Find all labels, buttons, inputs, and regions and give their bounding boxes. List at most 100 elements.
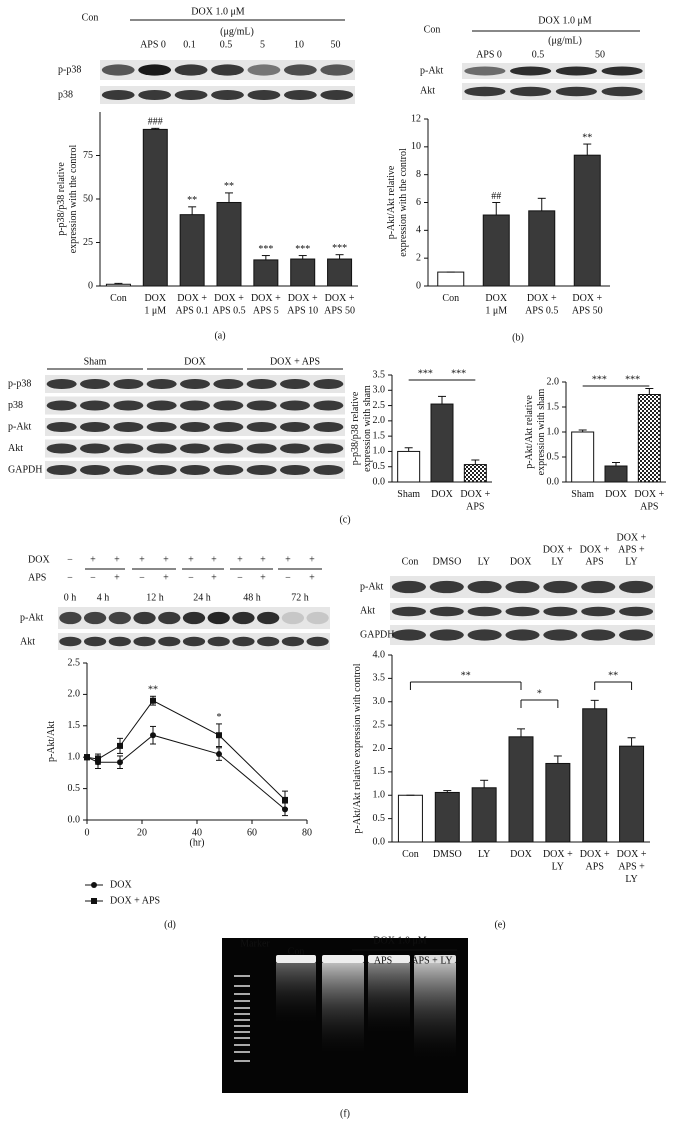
blot-band xyxy=(83,636,107,647)
sign: + xyxy=(163,554,169,565)
error-bar xyxy=(553,755,562,764)
sign: + xyxy=(260,572,266,583)
sign: + xyxy=(90,554,96,565)
x-tick-label: 80 xyxy=(302,827,312,838)
row-label: Akt xyxy=(8,443,23,454)
significance: *** xyxy=(418,368,433,379)
sign: − xyxy=(188,572,194,583)
y-tick-label: 3.0 xyxy=(373,385,386,396)
blot-band xyxy=(158,611,181,625)
blot-band xyxy=(281,636,305,647)
row-label: p-p38 xyxy=(58,64,81,75)
blot-band xyxy=(213,378,244,390)
blot-band xyxy=(211,64,244,76)
gel-smear xyxy=(368,963,410,1033)
y-tick-label: 25 xyxy=(83,237,93,248)
blot-band xyxy=(247,64,281,76)
ladder-band xyxy=(234,1000,250,1002)
significance: *** xyxy=(592,374,607,385)
y-tick-label: 0.0 xyxy=(373,836,386,847)
error-bar xyxy=(612,462,620,466)
x-tick-label: DOX + APS xyxy=(634,489,664,513)
blot-band xyxy=(247,89,281,101)
blot-band xyxy=(101,89,135,101)
x-tick-label: DOX + APS 50 xyxy=(324,293,355,317)
blot-band xyxy=(46,378,77,390)
sign: + xyxy=(211,554,217,565)
x-tick-label: DOX + APS 5 xyxy=(251,293,281,317)
error-bar xyxy=(578,429,587,432)
ladder-band xyxy=(234,1031,250,1033)
error-bar xyxy=(627,737,636,747)
blot-band xyxy=(232,636,255,647)
sign: − xyxy=(67,554,73,565)
y-tick-label: 0 xyxy=(416,280,421,291)
bar xyxy=(290,258,316,287)
bar xyxy=(604,465,628,483)
panel-label: (d) xyxy=(164,919,176,930)
gel-band xyxy=(276,955,316,963)
row-label: GAPDH xyxy=(360,629,394,640)
error-bar xyxy=(492,202,501,216)
y-tick-label: 0.0 xyxy=(68,814,81,825)
blot-band xyxy=(213,421,244,433)
point xyxy=(84,754,90,761)
sign: − xyxy=(67,572,73,583)
gel-label: APS + LY xyxy=(411,955,452,966)
ladder-band xyxy=(234,1007,250,1009)
y-tick-label: 12 xyxy=(411,113,421,124)
blot-band xyxy=(113,378,144,390)
sign: − xyxy=(139,572,145,583)
gel-band xyxy=(414,955,456,963)
bar xyxy=(430,403,454,483)
ladder-band xyxy=(234,1013,250,1015)
blot-band xyxy=(246,421,277,433)
time-label: 24 h xyxy=(193,592,211,603)
blot-band xyxy=(180,421,210,433)
lane-label: 50 xyxy=(595,49,605,60)
blot-band xyxy=(80,443,110,454)
group-label: DOX xyxy=(184,356,206,367)
lane-label: 0.1 xyxy=(183,39,196,50)
bar xyxy=(105,283,131,287)
point xyxy=(117,742,123,749)
lane-label: 5 xyxy=(260,39,265,50)
sign: + xyxy=(139,554,145,565)
blot-band xyxy=(283,89,317,101)
blot-band xyxy=(555,66,597,76)
y-tick-label: 1.5 xyxy=(373,766,386,777)
blot-band xyxy=(46,464,77,476)
ladder-band xyxy=(234,1051,250,1053)
lane-label: APS + xyxy=(618,544,645,555)
sign: − xyxy=(237,572,243,583)
row-label: Akt xyxy=(420,85,435,96)
blot-band xyxy=(246,443,277,454)
y-tick-label: 1.0 xyxy=(68,751,81,762)
lane-label: LY xyxy=(478,556,490,567)
ladder-band xyxy=(234,1025,250,1027)
x-tick-label: DOX + APS xyxy=(460,489,490,513)
blot-band xyxy=(467,629,502,641)
series-line xyxy=(86,734,286,810)
y-tick-label: 1.5 xyxy=(68,720,81,731)
row-label: p38 xyxy=(58,89,73,100)
lane-label: APS xyxy=(585,556,603,567)
bar xyxy=(397,794,423,843)
bar xyxy=(216,201,242,287)
blot-band xyxy=(280,443,310,454)
x-tick-label: 0 xyxy=(85,827,90,838)
sign: + xyxy=(237,554,243,565)
blot-band xyxy=(306,611,329,625)
error-bar xyxy=(261,255,270,260)
point xyxy=(95,756,101,763)
sign: + xyxy=(309,554,315,565)
x-tick-label: DOX + APS + LY xyxy=(617,849,647,885)
bar xyxy=(637,394,661,483)
y-tick-label: 2.0 xyxy=(547,376,560,387)
y-tick-label: 6 xyxy=(416,197,421,208)
y-tick-label: 2.5 xyxy=(68,657,81,668)
point xyxy=(282,806,288,813)
x-tick-label: DOX xyxy=(510,849,532,860)
y-axis-label: p-Akt/Akt xyxy=(46,721,57,762)
error-bar xyxy=(335,254,344,260)
